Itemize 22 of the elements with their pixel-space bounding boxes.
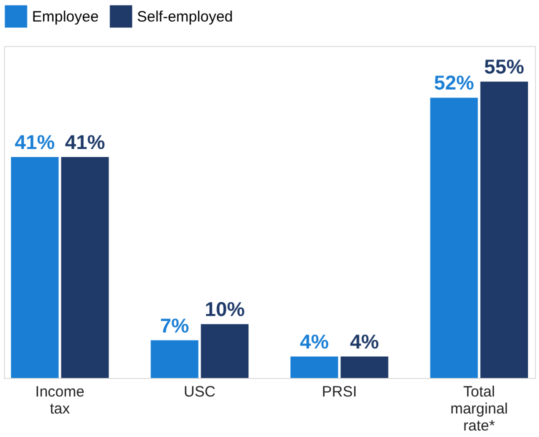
- x-tick-label: USC: [184, 384, 216, 400]
- data-label: 4%: [300, 331, 329, 354]
- bar: [340, 356, 388, 378]
- data-label: 52%: [434, 72, 474, 95]
- bar: [480, 82, 528, 378]
- bar: [290, 356, 338, 378]
- legend-label: Employee: [32, 8, 99, 26]
- bar: [10, 157, 59, 378]
- bar: [61, 157, 109, 378]
- data-label: 10%: [204, 299, 245, 322]
- legend-label: Self-employed: [137, 8, 233, 26]
- x-tick-label: Income tax: [35, 384, 84, 418]
- data-label: 4%: [350, 331, 380, 354]
- x-tick-label: PRSI: [322, 384, 357, 400]
- data-label: 41%: [64, 132, 106, 154]
- bar: [150, 340, 198, 378]
- data-label: 7%: [160, 315, 190, 338]
- data-label: 55%: [484, 56, 524, 79]
- x-tick-label: Total marginal rate*: [450, 384, 508, 434]
- data-label: 41%: [14, 132, 56, 154]
- bar: [200, 324, 249, 378]
- bar: [430, 98, 478, 378]
